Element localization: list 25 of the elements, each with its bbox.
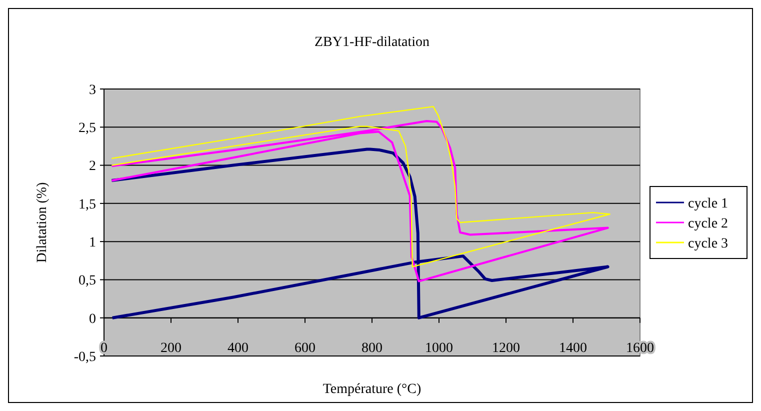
legend-label: cycle 3 — [688, 236, 728, 252]
x-tick-label: 1000 — [425, 340, 453, 356]
y-tick-label: 1 — [89, 235, 96, 250]
y-tick-label: 0,5 — [78, 274, 96, 289]
y-tick-label: 1,5 — [78, 197, 96, 212]
x-tick-label: 1200 — [492, 340, 520, 356]
line-series — [110, 148, 610, 320]
x-tick-label: 800 — [362, 340, 382, 356]
legend-label: cycle 2 — [688, 216, 728, 232]
y-tick-label: 0 — [89, 312, 96, 327]
y-tick-label: 3 — [89, 82, 96, 98]
y-tick-label: 2 — [89, 159, 96, 174]
y-tick-label: -0,5 — [74, 350, 96, 365]
x-tick-label: 400 — [228, 340, 248, 356]
x-axis-title: Température (°C) — [322, 382, 422, 397]
line-series — [110, 120, 609, 282]
x-tick-label: 200 — [160, 340, 182, 356]
chart-title: ZBY1-HF-dilatation — [314, 35, 430, 50]
x-tick-label: 600 — [294, 340, 316, 356]
line-series — [111, 106, 610, 268]
x-tick-label: 1400 — [559, 340, 587, 356]
y-tick-label: 2,5 — [78, 121, 96, 136]
y-axis-title: Dilatation (%) — [35, 182, 50, 263]
legend-label: cycle 1 — [688, 196, 728, 212]
x-tick-label: 1600 — [626, 340, 654, 356]
